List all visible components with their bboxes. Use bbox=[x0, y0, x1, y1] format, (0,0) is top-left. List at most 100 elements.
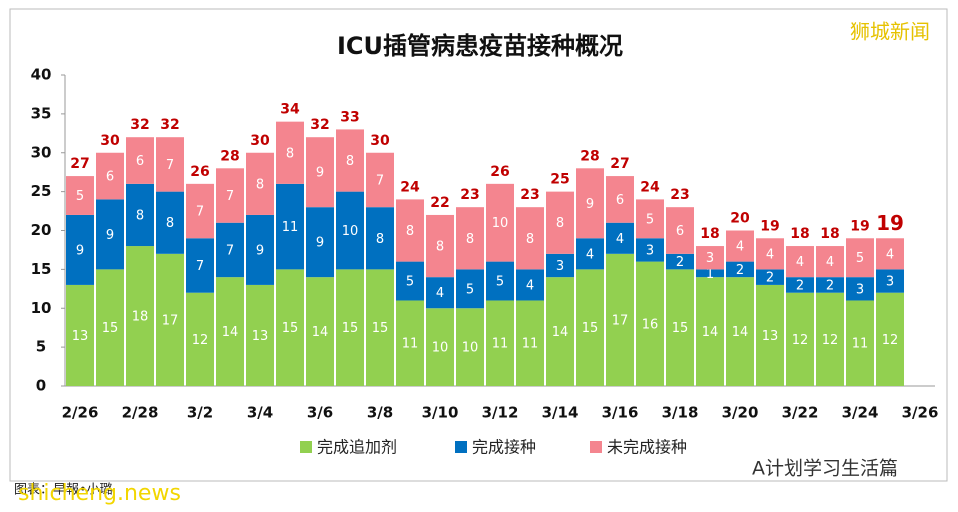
segment-label: 17 bbox=[162, 313, 179, 328]
chart-title: ICU插管病患疫苗接种概况 bbox=[337, 32, 623, 60]
total-label: 24 bbox=[640, 179, 660, 195]
y-tick-label: 35 bbox=[31, 104, 52, 122]
bar-segment bbox=[396, 199, 424, 262]
bar-segment bbox=[186, 183, 214, 239]
x-tick-label: 3/8 bbox=[367, 404, 393, 422]
segment-label: 4 bbox=[526, 278, 534, 293]
segment-label: 8 bbox=[556, 216, 564, 231]
bar-segment bbox=[306, 207, 334, 278]
bar-segment bbox=[636, 238, 664, 262]
bar-segment bbox=[696, 269, 724, 278]
bar-segment bbox=[156, 137, 184, 192]
bar-segment bbox=[366, 207, 394, 270]
segment-label: 16 bbox=[642, 317, 659, 332]
total-label: 19 bbox=[760, 218, 779, 234]
bar-segment bbox=[546, 253, 574, 278]
bar-segment bbox=[576, 168, 604, 239]
bar-segment bbox=[816, 277, 844, 293]
segment-label: 8 bbox=[136, 208, 144, 223]
bar-segment bbox=[186, 292, 214, 386]
segment-label: 8 bbox=[406, 224, 414, 239]
segment-label: 3 bbox=[856, 282, 864, 297]
segment-label: 15 bbox=[372, 321, 389, 336]
segment-label: 2 bbox=[796, 278, 804, 293]
x-tick-label: 3/16 bbox=[602, 404, 639, 422]
bar-segment bbox=[306, 277, 334, 386]
segment-label: 1 bbox=[706, 267, 714, 282]
segment-label: 18 bbox=[132, 310, 149, 325]
segment-label: 14 bbox=[732, 325, 749, 340]
total-label: 34 bbox=[280, 102, 300, 118]
segment-label: 15 bbox=[102, 321, 119, 336]
bar-segment bbox=[306, 137, 334, 208]
segment-label: 8 bbox=[526, 232, 534, 247]
x-tick-label: 2/28 bbox=[122, 404, 159, 422]
segment-label: 5 bbox=[406, 275, 414, 290]
bar-segment bbox=[636, 199, 664, 239]
bar-segment bbox=[456, 207, 484, 270]
bar-segment bbox=[726, 261, 754, 278]
segment-label: 4 bbox=[436, 286, 444, 301]
segment-label: 7 bbox=[226, 189, 234, 204]
segment-label: 6 bbox=[106, 170, 114, 185]
segment-label: 11 bbox=[522, 337, 539, 352]
bar-segment bbox=[816, 292, 844, 386]
bar-segment bbox=[216, 168, 244, 223]
bar-segment bbox=[96, 152, 124, 200]
segment-label: 10 bbox=[492, 216, 509, 231]
segment-label: 8 bbox=[346, 154, 354, 169]
bar-segment bbox=[66, 214, 94, 285]
segment-label: 11 bbox=[402, 337, 419, 352]
total-label: 19 bbox=[850, 218, 869, 234]
total-label: 30 bbox=[250, 133, 270, 149]
x-tick-label: 3/24 bbox=[842, 404, 879, 422]
bar-segment bbox=[66, 176, 94, 215]
x-tick-label: 3/2 bbox=[187, 404, 213, 422]
bar-segment bbox=[216, 222, 244, 278]
total-label: 25 bbox=[550, 172, 569, 188]
segment-label: 15 bbox=[282, 321, 299, 336]
segment-label: 10 bbox=[432, 341, 449, 356]
bar-segment bbox=[666, 253, 694, 270]
bar-segment bbox=[126, 183, 154, 247]
bar-segment bbox=[336, 129, 364, 192]
segment-label: 9 bbox=[76, 243, 84, 258]
bar-segment bbox=[756, 284, 784, 386]
bar-segment bbox=[246, 214, 274, 285]
total-label: 33 bbox=[340, 109, 359, 125]
segment-label: 14 bbox=[312, 325, 329, 340]
segment-label: 11 bbox=[282, 220, 299, 235]
segment-label: 11 bbox=[852, 337, 869, 352]
bar-segment bbox=[516, 269, 544, 301]
segment-label: 5 bbox=[76, 189, 84, 204]
x-tick-label: 3/26 bbox=[902, 404, 939, 422]
segment-label: 4 bbox=[586, 247, 594, 262]
segment-label: 4 bbox=[826, 255, 834, 270]
segment-label: 8 bbox=[466, 232, 474, 247]
bar-segment bbox=[696, 277, 724, 386]
bar-segment bbox=[666, 269, 694, 386]
segment-label: 2 bbox=[736, 263, 744, 278]
total-label: 32 bbox=[310, 117, 329, 133]
bar-segment bbox=[66, 284, 94, 386]
bar-segment bbox=[426, 214, 454, 278]
account: A计划学习生活篇 bbox=[752, 458, 898, 480]
bar-segment bbox=[366, 152, 394, 208]
total-label: 30 bbox=[100, 133, 120, 149]
segment-label: 7 bbox=[226, 243, 234, 258]
segment-label: 14 bbox=[702, 325, 719, 340]
segment-label: 8 bbox=[166, 216, 174, 231]
bar-segment bbox=[96, 269, 124, 386]
segment-label: 6 bbox=[136, 154, 144, 169]
segment-label: 6 bbox=[676, 224, 684, 239]
bar-segment bbox=[366, 269, 394, 386]
segment-label: 8 bbox=[286, 146, 294, 161]
segment-label: 5 bbox=[646, 212, 654, 227]
segment-label: 3 bbox=[886, 275, 894, 290]
bar-segment bbox=[846, 277, 874, 301]
bar-segment bbox=[606, 222, 634, 254]
y-tick-label: 5 bbox=[36, 338, 46, 356]
bar-segment bbox=[816, 246, 844, 278]
bar-segment bbox=[756, 238, 784, 270]
total-label: 32 bbox=[130, 117, 149, 133]
